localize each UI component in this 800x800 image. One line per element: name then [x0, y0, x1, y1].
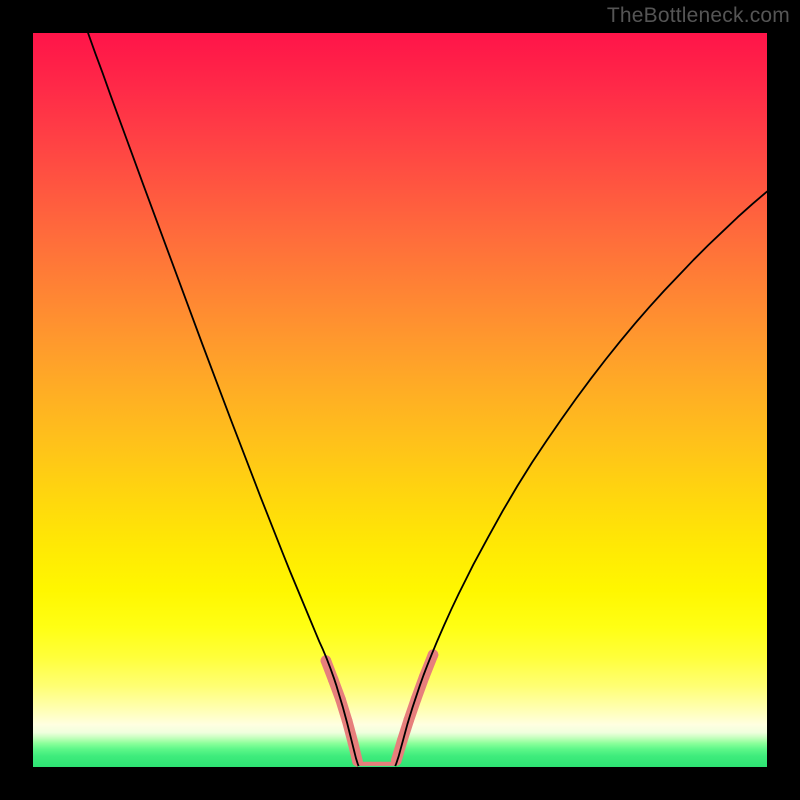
watermark-text: TheBottleneck.com	[607, 4, 790, 28]
chart-frame: TheBottleneck.com	[0, 0, 800, 800]
background-gradient	[33, 33, 767, 767]
plot-area	[33, 33, 767, 767]
